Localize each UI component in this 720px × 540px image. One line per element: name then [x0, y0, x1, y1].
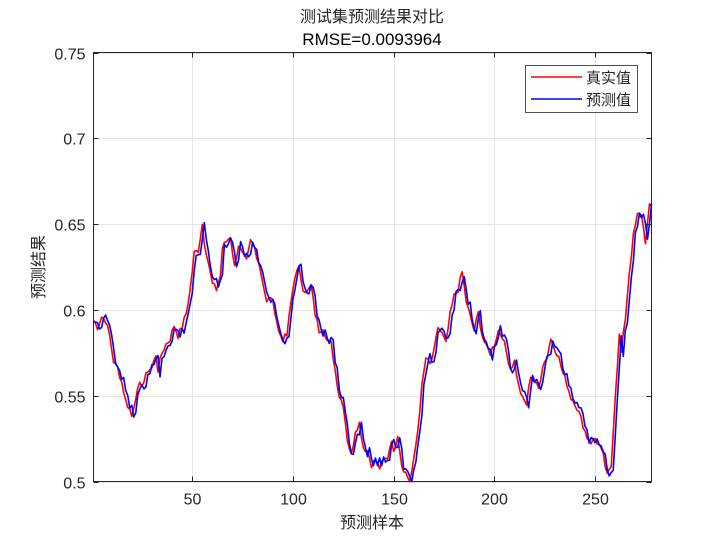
chart-title-line1: 测试集预测结果对比 [300, 7, 444, 26]
chart-title-line2: RMSE=0.0093964 [302, 30, 441, 49]
axis-ticks [93, 52, 652, 483]
y-axis-label: 预测结果 [29, 235, 48, 299]
legend-true-label: 真实值 [586, 69, 631, 87]
y-tick-label: 0.75 [54, 47, 85, 64]
y-tick-label: 0.6 [63, 304, 85, 321]
x-tick-label: 150 [381, 492, 408, 509]
axes-box [93, 52, 652, 482]
x-tick-label: 200 [481, 492, 508, 509]
x-axis-label: 预测样本 [340, 513, 404, 532]
tick-labels: 50 100 150 200 250 0.5 0.55 0.6 0.65 0.7 0.75 [54, 47, 609, 509]
legend-pred-label: 预测值 [586, 91, 631, 109]
y-tick-label: 0.5 [63, 476, 85, 493]
plot-series [92, 203, 653, 483]
x-tick-label: 50 [184, 492, 202, 509]
series-pred-line [93, 203, 653, 483]
x-tick-label: 100 [280, 492, 307, 509]
legend-box [525, 65, 638, 113]
legend: 真实值 预测值 [525, 65, 638, 113]
x-tick-label: 250 [582, 492, 609, 509]
y-tick-label: 0.55 [54, 390, 85, 407]
y-tick-label: 0.7 [63, 132, 85, 149]
y-tick-label: 0.65 [54, 218, 85, 235]
